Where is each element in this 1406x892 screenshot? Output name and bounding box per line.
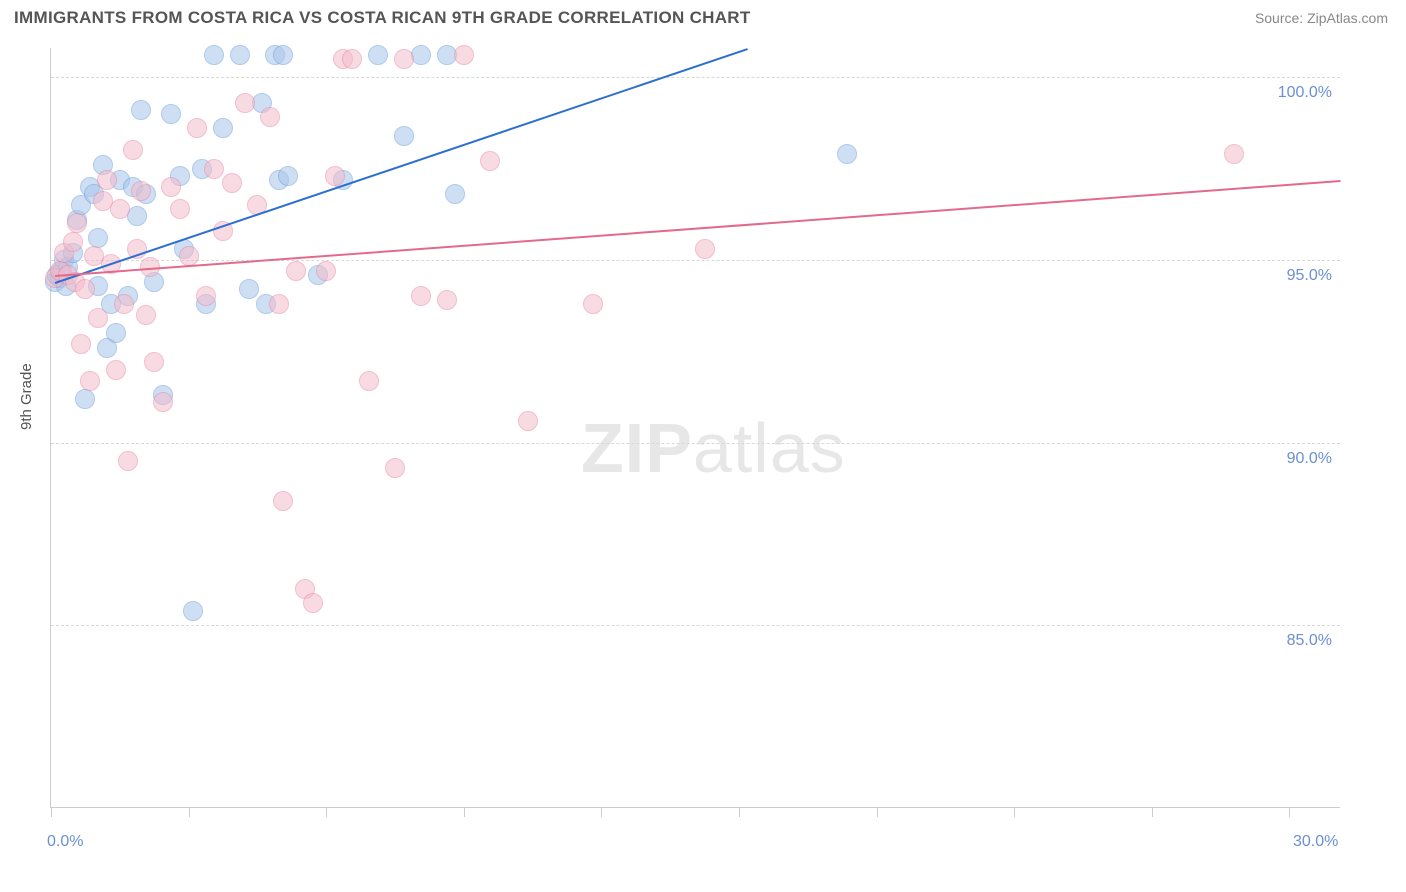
chart-title: IMMIGRANTS FROM COSTA RICA VS COSTA RICA… [14,8,751,28]
scatter-point [170,199,190,219]
scatter-point [222,173,242,193]
y-tick-label: 95.0% [1287,267,1332,285]
scatter-point [63,232,83,252]
x-tick [1152,807,1153,817]
scatter-point [136,305,156,325]
trend-line [55,180,1341,277]
x-tick [739,807,740,817]
x-tick [601,807,602,817]
x-tick [1289,807,1290,817]
scatter-point [359,371,379,391]
grid-line [51,443,1340,444]
scatter-point [480,151,500,171]
scatter-point [153,392,173,412]
scatter-point [518,411,538,431]
y-tick-label: 90.0% [1287,450,1332,468]
scatter-chart: ZIPatlas 85.0%90.0%95.0%100.0%0.0%30.0% [50,48,1340,808]
chart-header: IMMIGRANTS FROM COSTA RICA VS COSTA RICA… [0,0,1406,32]
scatter-point [437,290,457,310]
scatter-point [204,159,224,179]
scatter-point [67,213,87,233]
scatter-point [273,45,293,65]
scatter-point [445,184,465,204]
scatter-point [454,45,474,65]
x-tick [51,807,52,817]
scatter-point [394,49,414,69]
scatter-point [837,144,857,164]
x-tick-label: 30.0% [1293,833,1338,851]
scatter-point [325,166,345,186]
scatter-point [161,104,181,124]
grid-line [51,77,1340,78]
scatter-point [273,491,293,511]
scatter-point [239,279,259,299]
scatter-point [342,49,362,69]
scatter-point [161,177,181,197]
grid-line [51,625,1340,626]
y-tick-label: 85.0% [1287,632,1332,650]
scatter-point [88,308,108,328]
scatter-point [183,601,203,621]
scatter-point [179,246,199,266]
scatter-point [411,45,431,65]
source-label: Source: ZipAtlas.com [1255,10,1388,26]
scatter-point [1224,144,1244,164]
scatter-point [127,206,147,226]
x-tick [189,807,190,817]
x-tick [464,807,465,817]
scatter-point [583,294,603,314]
scatter-point [75,389,95,409]
x-tick [326,807,327,817]
scatter-point [316,261,336,281]
scatter-point [131,181,151,201]
scatter-point [75,279,95,299]
scatter-point [269,294,289,314]
x-tick [877,807,878,817]
scatter-point [114,294,134,314]
watermark: ZIPatlas [581,408,846,488]
scatter-point [385,458,405,478]
scatter-point [196,286,216,306]
scatter-point [71,334,91,354]
scatter-point [303,593,323,613]
y-axis-label: 9th Grade [18,363,35,430]
watermark-bold: ZIP [581,409,693,487]
scatter-point [230,45,250,65]
x-tick-label: 0.0% [47,833,83,851]
scatter-point [80,371,100,391]
scatter-point [118,451,138,471]
scatter-point [131,100,151,120]
y-tick-label: 100.0% [1278,84,1332,102]
scatter-point [97,170,117,190]
scatter-point [204,45,224,65]
scatter-point [286,261,306,281]
scatter-point [110,199,130,219]
scatter-point [106,360,126,380]
scatter-point [88,228,108,248]
x-tick [1014,807,1015,817]
scatter-point [368,45,388,65]
scatter-point [187,118,207,138]
scatter-point [144,352,164,372]
scatter-point [235,93,255,113]
scatter-point [213,118,233,138]
scatter-point [106,323,126,343]
scatter-point [260,107,280,127]
scatter-point [394,126,414,146]
scatter-point [695,239,715,259]
scatter-point [411,286,431,306]
scatter-point [123,140,143,160]
scatter-point [278,166,298,186]
watermark-light: atlas [693,409,846,487]
